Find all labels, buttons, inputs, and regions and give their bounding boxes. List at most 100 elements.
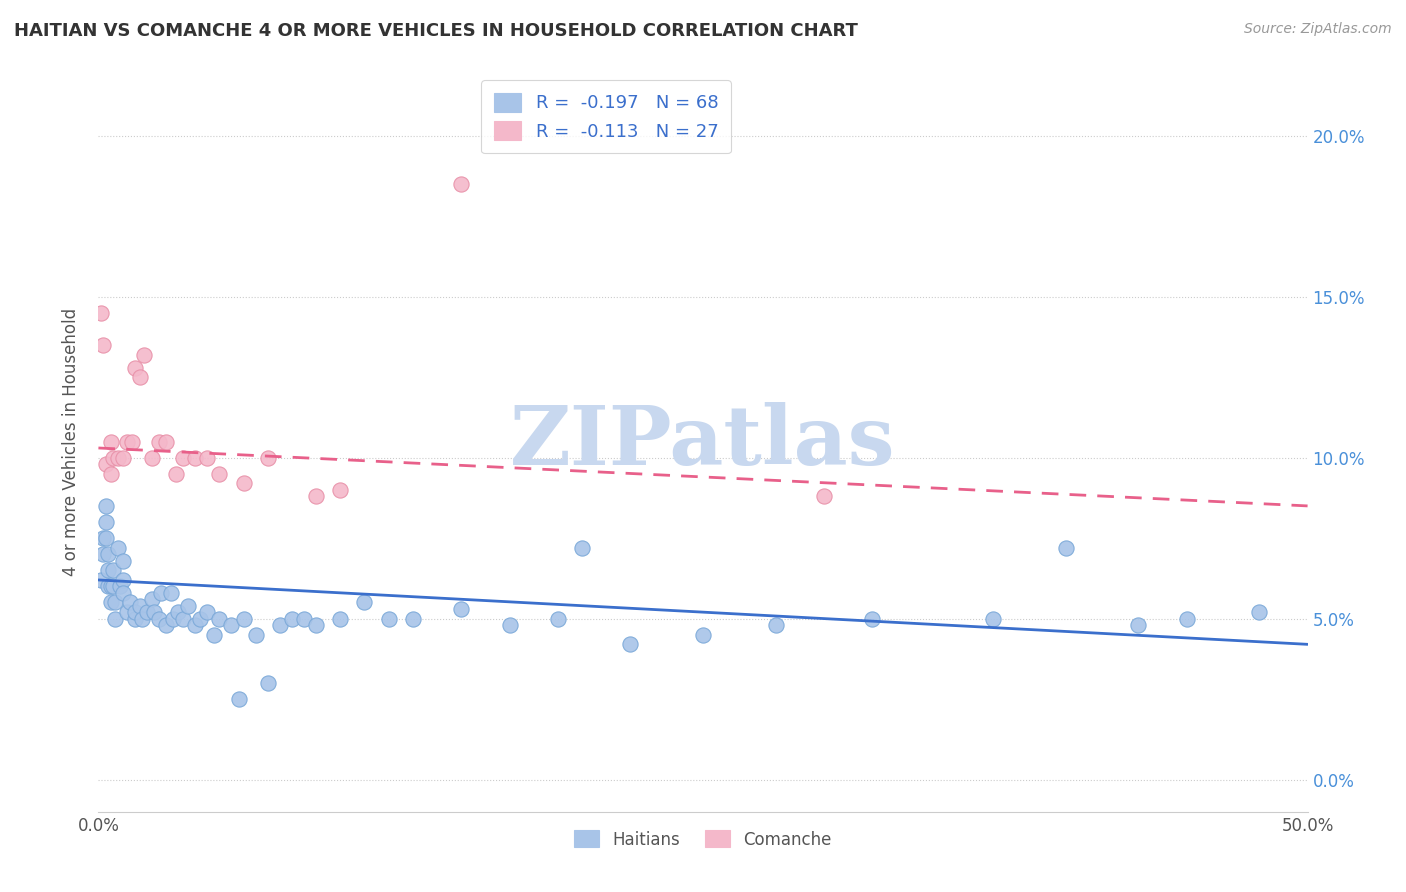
Point bbox=[450, 177, 472, 191]
Point bbox=[97, 563, 120, 577]
Point bbox=[100, 595, 122, 609]
Point bbox=[195, 450, 218, 465]
Point bbox=[167, 605, 190, 619]
Point bbox=[232, 611, 254, 625]
Point bbox=[292, 611, 315, 625]
Point bbox=[141, 592, 163, 607]
Point bbox=[104, 611, 127, 625]
Point bbox=[245, 628, 267, 642]
Point bbox=[124, 611, 146, 625]
Point bbox=[256, 676, 278, 690]
Point bbox=[813, 489, 835, 503]
Point bbox=[94, 457, 117, 471]
Point bbox=[91, 338, 114, 352]
Point bbox=[208, 611, 231, 625]
Point bbox=[547, 611, 569, 625]
Point bbox=[692, 628, 714, 642]
Point bbox=[94, 531, 117, 545]
Point bbox=[128, 370, 150, 384]
Point bbox=[111, 450, 134, 465]
Point bbox=[117, 434, 139, 449]
Point bbox=[184, 450, 207, 465]
Point bbox=[94, 499, 117, 513]
Point bbox=[571, 541, 593, 555]
Point bbox=[188, 611, 211, 625]
Text: HAITIAN VS COMANCHE 4 OR MORE VEHICLES IN HOUSEHOLD CORRELATION CHART: HAITIAN VS COMANCHE 4 OR MORE VEHICLES I… bbox=[14, 22, 858, 40]
Point bbox=[228, 692, 250, 706]
Point bbox=[765, 618, 787, 632]
Point bbox=[981, 611, 1004, 625]
Point bbox=[450, 602, 472, 616]
Point bbox=[256, 450, 278, 465]
Point bbox=[172, 450, 194, 465]
Point bbox=[155, 434, 177, 449]
Point bbox=[329, 483, 352, 497]
Point bbox=[90, 573, 112, 587]
Point bbox=[101, 450, 124, 465]
Point bbox=[619, 637, 641, 651]
Text: Source: ZipAtlas.com: Source: ZipAtlas.com bbox=[1244, 22, 1392, 37]
Point bbox=[1128, 618, 1150, 632]
Point bbox=[124, 605, 146, 619]
Point bbox=[107, 541, 129, 555]
Point bbox=[155, 618, 177, 632]
Point bbox=[141, 450, 163, 465]
Point bbox=[91, 547, 114, 561]
Point bbox=[90, 306, 112, 320]
Legend: Haitians, Comanche: Haitians, Comanche bbox=[568, 823, 838, 855]
Point bbox=[121, 434, 143, 449]
Point bbox=[1175, 611, 1198, 625]
Point bbox=[353, 595, 375, 609]
Point bbox=[131, 611, 153, 625]
Point bbox=[118, 595, 141, 609]
Point bbox=[305, 489, 328, 503]
Point bbox=[143, 605, 166, 619]
Point bbox=[195, 605, 218, 619]
Point bbox=[1249, 605, 1271, 619]
Point bbox=[184, 618, 207, 632]
Point bbox=[160, 586, 183, 600]
Point bbox=[402, 611, 425, 625]
Point bbox=[111, 573, 134, 587]
Point bbox=[305, 618, 328, 632]
Point bbox=[108, 579, 131, 593]
Point bbox=[860, 611, 883, 625]
Point bbox=[97, 547, 120, 561]
Point bbox=[165, 467, 187, 481]
Point bbox=[107, 450, 129, 465]
Point bbox=[101, 579, 124, 593]
Point bbox=[100, 579, 122, 593]
Point bbox=[150, 586, 173, 600]
Point bbox=[232, 476, 254, 491]
Point bbox=[100, 467, 122, 481]
Point bbox=[208, 467, 231, 481]
Point bbox=[97, 579, 120, 593]
Point bbox=[177, 599, 200, 613]
Point bbox=[269, 618, 291, 632]
Text: ZIPatlas: ZIPatlas bbox=[510, 401, 896, 482]
Point bbox=[94, 515, 117, 529]
Point bbox=[100, 434, 122, 449]
Point bbox=[135, 605, 157, 619]
Point bbox=[221, 618, 243, 632]
Point bbox=[281, 611, 304, 625]
Point bbox=[104, 595, 127, 609]
Point bbox=[124, 360, 146, 375]
Point bbox=[204, 628, 226, 642]
Point bbox=[1054, 541, 1077, 555]
Point bbox=[162, 611, 184, 625]
Point bbox=[134, 348, 156, 362]
Point bbox=[498, 618, 520, 632]
Point bbox=[148, 434, 170, 449]
Point bbox=[377, 611, 399, 625]
Point bbox=[117, 605, 139, 619]
Point bbox=[101, 563, 124, 577]
Point bbox=[111, 586, 134, 600]
Point bbox=[111, 554, 134, 568]
Point bbox=[148, 611, 170, 625]
Point bbox=[128, 599, 150, 613]
Point bbox=[329, 611, 352, 625]
Y-axis label: 4 or more Vehicles in Household: 4 or more Vehicles in Household bbox=[62, 308, 80, 575]
Point bbox=[91, 531, 114, 545]
Point bbox=[172, 611, 194, 625]
